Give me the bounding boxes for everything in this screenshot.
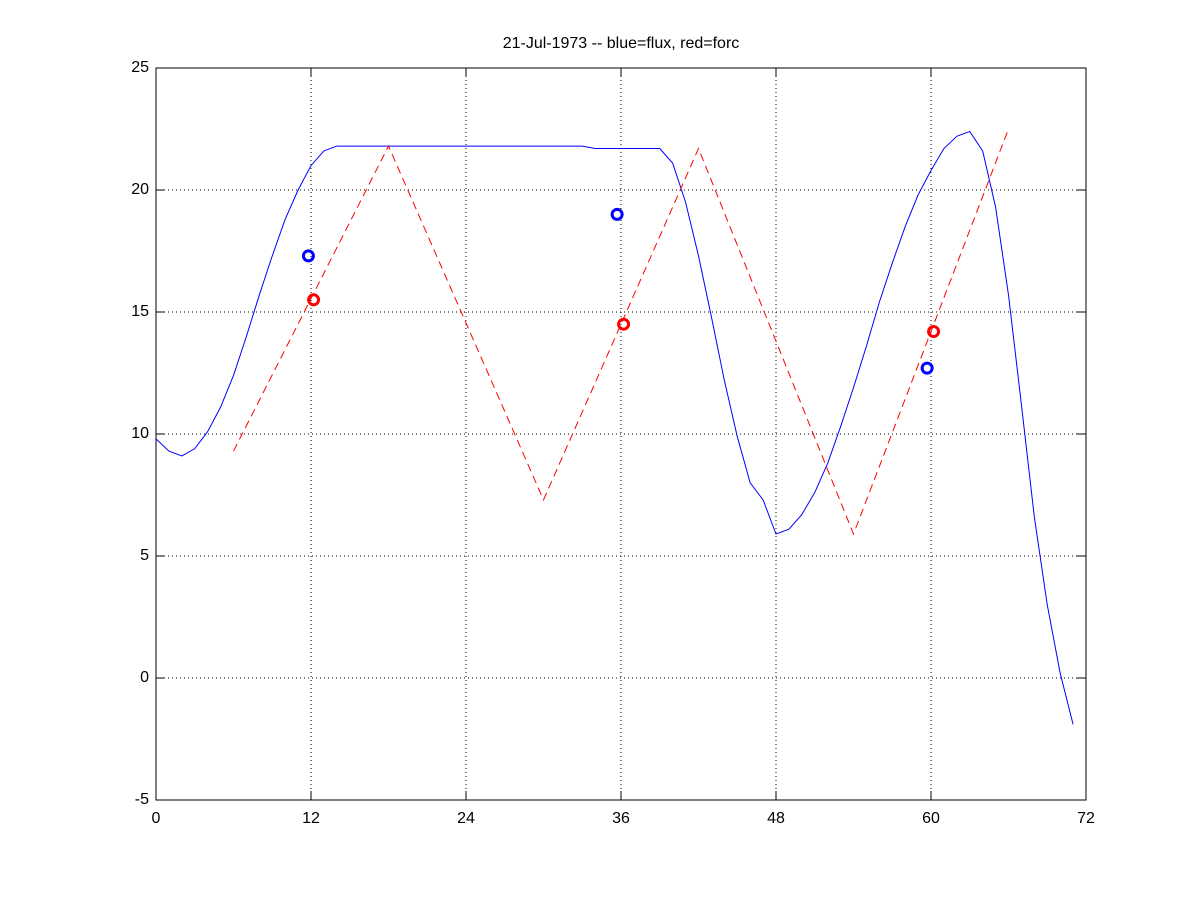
- x-tick-label: 48: [767, 810, 785, 827]
- data-point: [307, 293, 321, 307]
- y-tick-label: 25: [131, 59, 149, 76]
- chart-title: 21-Jul-1973 -- blue=flux, red=forc: [503, 35, 740, 52]
- x-tick-label: 0: [152, 810, 161, 827]
- x-tick-label: 12: [302, 810, 320, 827]
- data-point: [610, 207, 624, 221]
- data-point: [301, 249, 315, 263]
- data-point: [617, 317, 631, 331]
- data-line: [233, 128, 1009, 536]
- x-tick-label: 24: [457, 810, 475, 827]
- x-tick-label: 72: [1077, 810, 1095, 827]
- y-tick-label: 15: [131, 303, 149, 320]
- x-tick-label: 36: [612, 810, 630, 827]
- data-point: [927, 325, 941, 339]
- plot-frame: [155, 67, 1087, 801]
- data-line: [155, 130, 1074, 725]
- y-tick-label: -5: [135, 791, 149, 808]
- y-tick-label: 10: [131, 425, 149, 442]
- data-point: [920, 361, 934, 375]
- y-tick-label: 20: [131, 181, 149, 198]
- y-tick-label: 0: [140, 669, 149, 686]
- y-tick-label: 5: [140, 547, 149, 564]
- x-tick-label: 60: [922, 810, 940, 827]
